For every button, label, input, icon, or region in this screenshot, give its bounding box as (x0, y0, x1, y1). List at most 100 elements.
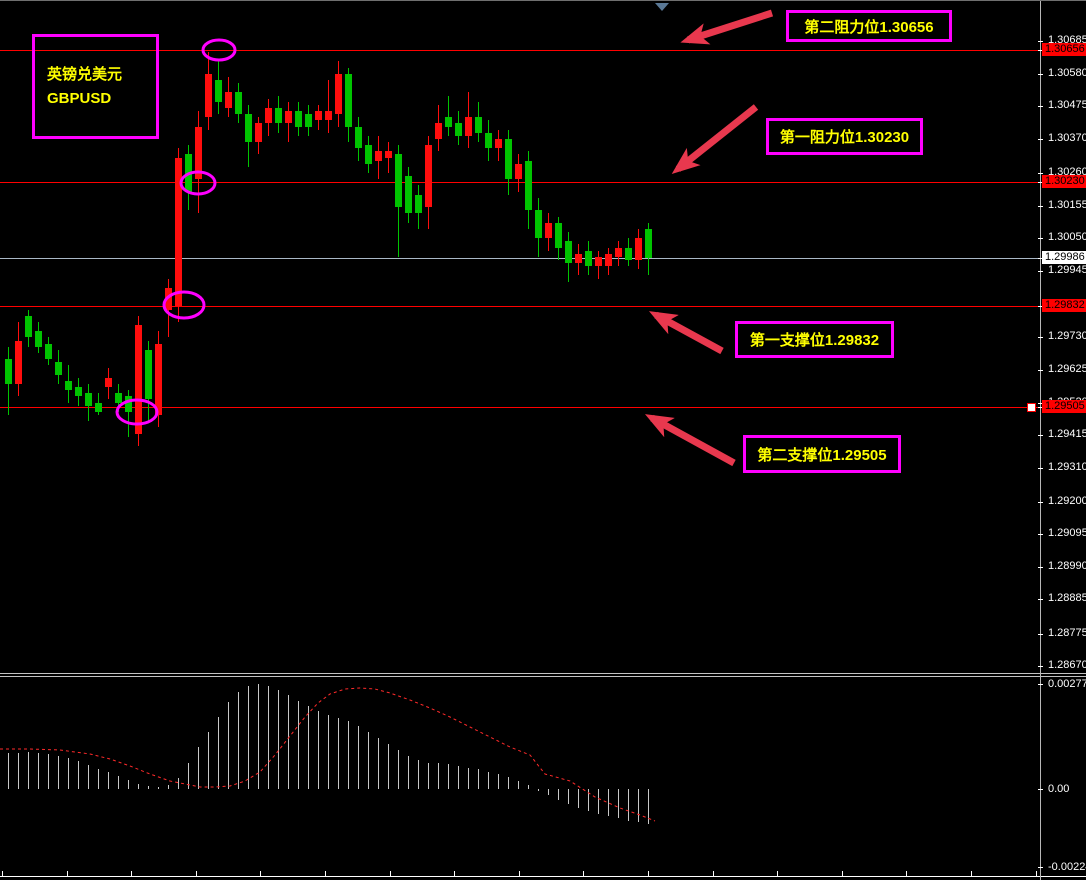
candle (415, 195, 422, 213)
candle (265, 108, 272, 123)
candle (85, 393, 92, 406)
macd-histogram-bar (478, 769, 479, 789)
resistance2-line[interactable] (0, 50, 1040, 51)
candle (385, 151, 392, 158)
line-endpoint-marker[interactable] (1027, 403, 1036, 412)
candle (305, 114, 312, 127)
resistance2-label-box[interactable]: 第二阻力位1.30656 (786, 10, 952, 42)
macd-panel[interactable] (0, 678, 1040, 872)
indicator-tick-label: -0.002242 (1048, 861, 1086, 873)
macd-histogram-bar (528, 785, 529, 789)
price-tick-label: 1.28990 (1048, 560, 1086, 572)
time-axis[interactable] (0, 876, 1086, 877)
macd-histogram-bar (418, 760, 419, 789)
macd-histogram-bar (218, 717, 219, 789)
axis-tick (1038, 666, 1043, 667)
candle (515, 164, 522, 179)
price-tick-label: 1.30580 (1048, 67, 1086, 79)
time-axis-tick (2, 871, 3, 876)
macd-histogram-bar (608, 789, 609, 816)
price-tick-label: 1.28670 (1048, 659, 1086, 671)
time-axis-tick (325, 871, 326, 876)
support1-line[interactable] (0, 306, 1040, 307)
time-axis-tick (1036, 871, 1037, 876)
price-tick-label: 1.30155 (1048, 199, 1086, 211)
macd-histogram-bar (318, 711, 319, 789)
macd-histogram-bar (188, 763, 189, 789)
macd-histogram-bar (248, 686, 249, 789)
price-tick-label: 1.29415 (1048, 428, 1086, 440)
axis-tick (1038, 173, 1043, 174)
resistance1-line[interactable] (0, 182, 1040, 183)
macd-histogram-bar (98, 769, 99, 789)
candle (335, 74, 342, 114)
axis-tick (1038, 306, 1043, 307)
candle (145, 350, 152, 399)
macd-histogram-bar (348, 721, 349, 789)
macd-histogram-bar (358, 726, 359, 789)
candle (155, 344, 162, 415)
macd-histogram-bar (518, 781, 519, 789)
macd-histogram-bar (168, 785, 169, 789)
candle (25, 316, 32, 337)
candle (615, 248, 622, 257)
panel-separator[interactable] (0, 673, 1086, 674)
level-price-label: 1.29832 (1042, 299, 1086, 312)
candle (475, 117, 482, 133)
support2-label-box[interactable]: 第二支撑位1.29505 (743, 435, 901, 473)
candle (575, 254, 582, 263)
candle (525, 161, 532, 210)
price-tick-label: 1.28775 (1048, 627, 1086, 639)
axis-tick (1038, 370, 1043, 371)
macd-histogram-bar (108, 772, 109, 789)
candle (205, 74, 212, 117)
axis-tick (1038, 182, 1043, 183)
candle (185, 154, 192, 192)
axis-tick (1038, 435, 1043, 436)
price-axis-line (1040, 1, 1041, 880)
support1-label-box[interactable]: 第一支撑位1.29832 (735, 321, 894, 358)
candle (405, 176, 412, 213)
macd-histogram-bar (178, 778, 179, 789)
axis-tick (1038, 407, 1043, 408)
macd-histogram-bar (628, 789, 629, 821)
macd-histogram-bar (388, 744, 389, 789)
price-tick-label: 1.29730 (1048, 330, 1086, 342)
support2-line[interactable] (0, 407, 1040, 408)
price-tick-label: 1.29625 (1048, 363, 1086, 375)
candle (465, 117, 472, 136)
macd-histogram-bar (488, 772, 489, 789)
macd-histogram-bar (258, 684, 259, 789)
axis-tick (1038, 139, 1043, 140)
macd-histogram-bar (128, 780, 129, 789)
macd-histogram-bar (618, 789, 619, 818)
macd-histogram-bar (498, 774, 499, 789)
macd-histogram-bar (8, 753, 9, 789)
candle (175, 158, 182, 306)
time-axis-tick (971, 871, 972, 876)
time-axis-tick (260, 871, 261, 876)
level-price-label: 1.29505 (1042, 400, 1086, 413)
macd-histogram-bar (198, 747, 199, 789)
support1-label: 第一支撑位1.29832 (749, 332, 880, 349)
macd-histogram-bar (328, 715, 329, 789)
candle (585, 251, 592, 266)
axis-tick (1038, 337, 1043, 338)
candle (275, 108, 282, 123)
candle (315, 111, 322, 120)
axis-tick (1038, 634, 1043, 635)
macd-histogram-bar (398, 750, 399, 789)
macd-histogram-bar (368, 732, 369, 789)
macd-histogram-bar (238, 692, 239, 789)
panel-separator[interactable] (0, 676, 1086, 677)
macd-histogram-bar (48, 754, 49, 789)
resistance1-label-box[interactable]: 第一阻力位1.30230 (766, 118, 923, 155)
symbol-name-cn: 英镑兑美元 (47, 65, 123, 83)
price-axis[interactable]: 1.30685 1.30580 1.30475 1.30370 1.30260 1.301… (1038, 1, 1086, 880)
candle (5, 359, 12, 384)
macd-histogram-bar (38, 753, 39, 789)
macd-histogram-bar (288, 695, 289, 789)
symbol-title-box[interactable]: 英镑兑美元 GBPUSD (32, 34, 159, 139)
chart-canvas[interactable] (0, 1, 1040, 673)
candle (245, 114, 252, 142)
